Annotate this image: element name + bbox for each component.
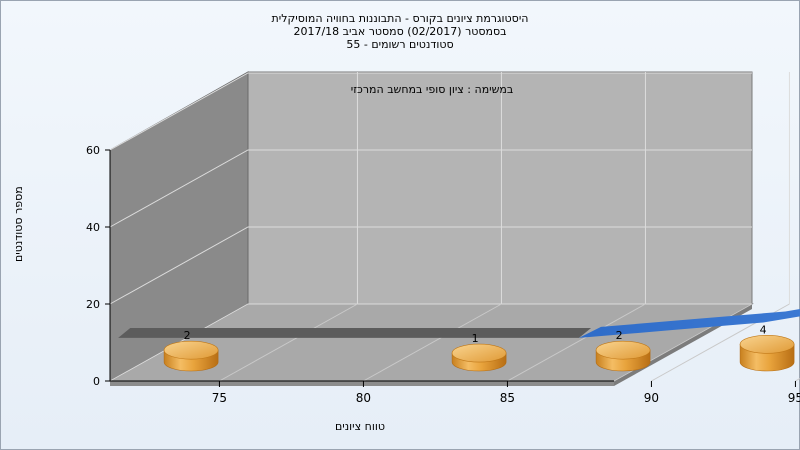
x-tick-label: 80 bbox=[356, 391, 371, 405]
floor-gridline bbox=[507, 303, 646, 382]
bar-top bbox=[163, 340, 219, 360]
bar: 2 bbox=[163, 329, 219, 372]
chart-subtitle: במשימה : ציון סופי במחשב המרכזי bbox=[351, 83, 514, 96]
y-tick-label: 0 bbox=[93, 375, 100, 388]
y-gridline bbox=[109, 226, 752, 305]
bar-top bbox=[451, 343, 507, 363]
bar-top bbox=[739, 334, 795, 354]
floor-gridline bbox=[363, 303, 502, 382]
chart-title-line-3: סטודנטים רשומים - 55 bbox=[346, 38, 454, 51]
y-gridline bbox=[109, 72, 752, 151]
bar: 1 bbox=[451, 332, 507, 372]
floor-gridline bbox=[219, 303, 358, 382]
grid-lines bbox=[109, 72, 800, 382]
bar-data-label: 1 bbox=[472, 332, 479, 345]
bars: 212444 bbox=[163, 323, 795, 372]
bar: 2 bbox=[595, 329, 651, 372]
y-tick-label: 40 bbox=[86, 221, 100, 234]
axes: 02040607580859095100 bbox=[86, 144, 800, 405]
cumulative-area-flat bbox=[118, 327, 592, 338]
y-gridline bbox=[109, 303, 752, 382]
bar-data-label: 2 bbox=[184, 329, 191, 342]
bar-data-label: 2 bbox=[616, 329, 623, 342]
y-tick-label: 60 bbox=[86, 144, 100, 157]
bar: 4 bbox=[739, 323, 795, 372]
x-tick-label: 75 bbox=[212, 391, 227, 405]
y-tick-label: 20 bbox=[86, 298, 100, 311]
cumulative-area bbox=[118, 309, 800, 338]
chart-title-line-1: היסטוגרמת ציונים בקורס - התבוננות בחוויה… bbox=[271, 12, 529, 25]
bar-data-label: 4 bbox=[760, 323, 767, 336]
cumulative-area-rising bbox=[578, 309, 800, 338]
x-tick-label: 85 bbox=[500, 391, 515, 405]
chart-title-line-2: בסמסטר (02/2017) סמסטר אביב 2017/18 bbox=[293, 25, 507, 38]
x-tick-label: 95 bbox=[788, 391, 800, 405]
x-tick-label: 90 bbox=[644, 391, 659, 405]
x-axis-title: טווח ציונים bbox=[335, 420, 385, 433]
y-gridline bbox=[109, 149, 752, 228]
y-axis-title: מספר סטודנטים bbox=[12, 186, 25, 262]
bar-top bbox=[595, 340, 651, 360]
back-wall bbox=[247, 71, 753, 305]
floor-edge bbox=[110, 381, 614, 386]
